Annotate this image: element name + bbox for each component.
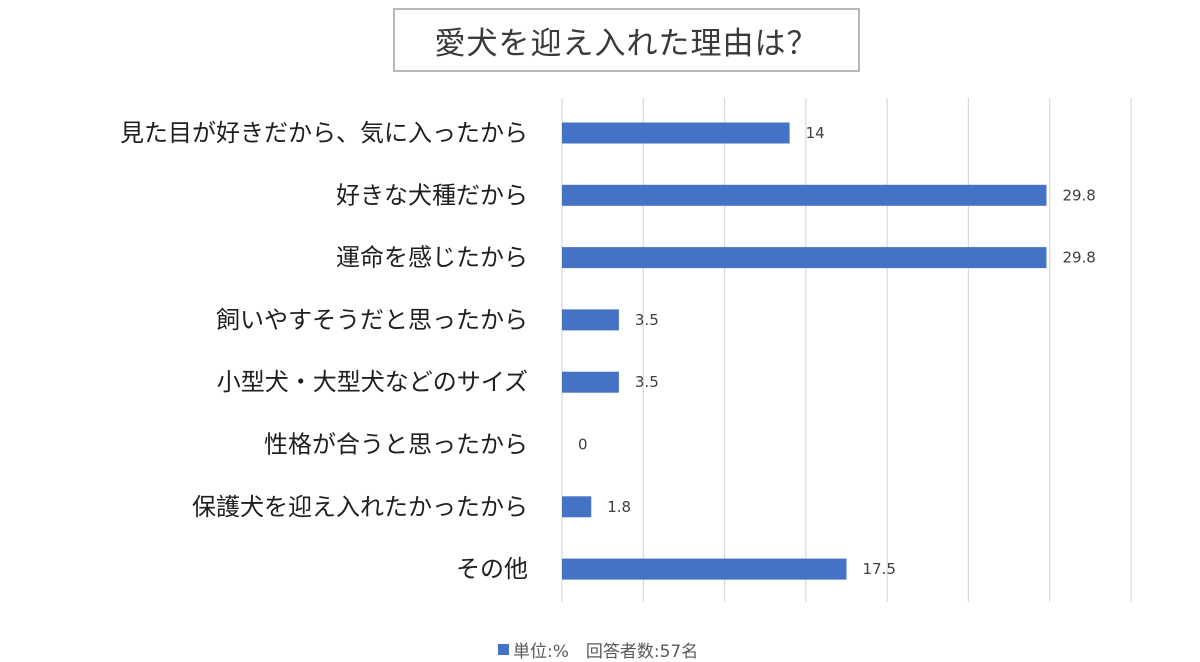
chart-title: 愛犬を迎え入れた理由は？ [393,8,860,72]
category-label-2: 運命を感じたから [336,244,528,272]
bar-2 [562,247,1047,269]
data-label-4: 3.5 [635,373,659,391]
bar-0 [562,122,790,144]
data-label-0: 14 [806,124,825,142]
data-label-6: 1.8 [607,498,631,516]
data-label-5: 0 [578,436,588,454]
bar-7 [562,558,847,580]
bar-4 [562,371,619,393]
category-label-7: その他 [456,555,528,583]
category-label-1: 好きな犬種だから [336,181,528,209]
data-label-7: 17.5 [863,560,896,578]
category-label-6: 保護犬を迎え入れたかったから [192,493,528,521]
category-label-0: 見た目が好きだから、気に入ったから [120,119,528,147]
legend-swatch-icon [498,643,509,655]
data-label-3: 3.5 [635,311,659,329]
category-label-5: 性格が合うと思ったから [264,431,528,459]
legend-label: 単位:% 回答者数:57名 [513,641,699,662]
category-label-4: 小型犬・大型犬などのサイズ [217,368,528,396]
category-label-3: 飼いやすそうだと思ったから [216,306,528,334]
data-label-2: 29.8 [1062,249,1095,267]
bar-6 [562,496,592,518]
bar-1 [562,184,1047,206]
bar-3 [562,309,619,331]
legend: 単位:% 回答者数:57名 [498,638,699,662]
data-label-1: 29.8 [1062,186,1095,204]
